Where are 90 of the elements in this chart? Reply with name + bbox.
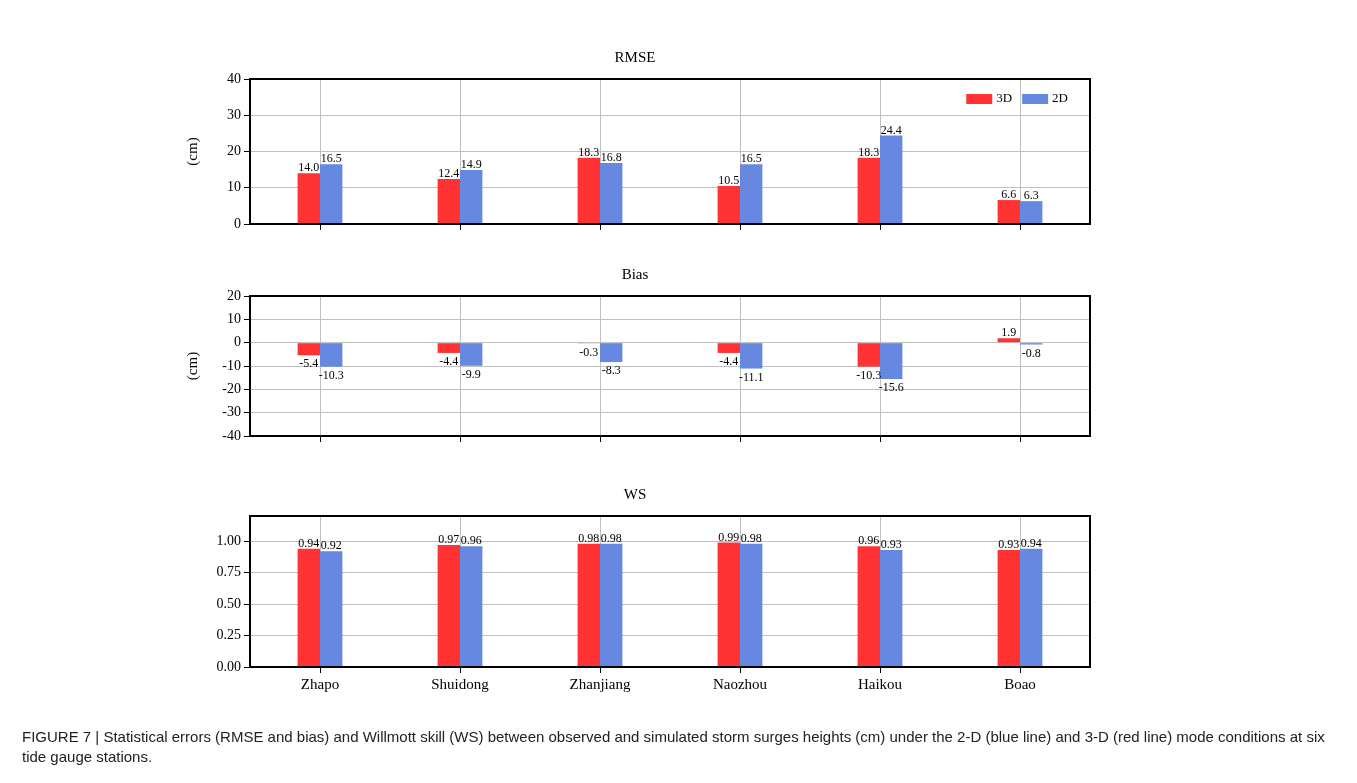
y-tick-label: 0 bbox=[234, 334, 241, 350]
legend-label: 3D bbox=[996, 90, 1013, 106]
data-label: -9.9 bbox=[461, 366, 481, 381]
y-tick-label: -20 bbox=[222, 381, 241, 397]
data-label: 0.98 bbox=[578, 530, 600, 545]
data-label: 0.96 bbox=[858, 533, 880, 548]
y-tick-label: -10 bbox=[222, 357, 241, 373]
bar bbox=[297, 173, 320, 224]
data-label: 16.5 bbox=[320, 151, 342, 166]
chart-title: Bias bbox=[621, 265, 649, 282]
bar bbox=[600, 163, 623, 224]
x-tick-label: Zhapo bbox=[300, 675, 340, 692]
data-label: -11.1 bbox=[738, 369, 764, 384]
data-label: 0.98 bbox=[740, 530, 762, 545]
data-label: 14.0 bbox=[298, 160, 320, 175]
data-label: 16.8 bbox=[600, 150, 622, 165]
data-label: 0.93 bbox=[880, 537, 902, 552]
y-tick-label: 0.00 bbox=[216, 658, 241, 674]
data-label: 0.94 bbox=[1020, 535, 1042, 550]
caption: FIGURE 7 | Statistical errors (RMSE and bias) and Willmott skill (WS) between observed and simulated storm surges heights (cm) under the 2-D (blue line) and 3-D (red line) mode conditions at six tide gauge stations. bbox=[22, 727, 1326, 767]
data-label: 24.4 bbox=[880, 122, 902, 137]
data-label: -4.4 bbox=[439, 354, 459, 369]
bar bbox=[297, 548, 320, 667]
data-label: -4.4 bbox=[719, 354, 739, 369]
legend-label: 2D bbox=[1052, 90, 1068, 106]
data-label: 6.6 bbox=[1001, 187, 1017, 202]
y-tick-label: 40 bbox=[227, 70, 241, 86]
bar bbox=[437, 179, 460, 224]
data-label: 0.98 bbox=[600, 530, 622, 545]
data-label: 0.92 bbox=[320, 538, 342, 553]
x-tick-label: Naozhou bbox=[712, 675, 768, 692]
bar bbox=[880, 135, 903, 224]
data-label: -10.3 bbox=[318, 367, 344, 382]
bar bbox=[997, 200, 1020, 224]
data-label: 0.99 bbox=[718, 529, 740, 544]
data-label: 0.96 bbox=[460, 533, 482, 548]
bar bbox=[1020, 548, 1043, 667]
bar bbox=[857, 157, 880, 224]
data-label: 18.3 bbox=[858, 144, 880, 159]
bar bbox=[437, 544, 460, 667]
data-label: -15.6 bbox=[878, 380, 904, 395]
data-label: 18.3 bbox=[578, 144, 600, 159]
data-label: -5.4 bbox=[299, 356, 319, 371]
data-label: -0.8 bbox=[1021, 345, 1041, 360]
y-axis-title: (cm) bbox=[183, 137, 201, 166]
y-tick-label: 1.00 bbox=[216, 532, 241, 548]
y-tick-label: 20 bbox=[227, 143, 241, 159]
y-tick-label: 10 bbox=[227, 179, 241, 195]
data-label: 0.97 bbox=[438, 532, 460, 547]
x-tick-label: Boao bbox=[1004, 675, 1036, 692]
y-tick-label: 30 bbox=[227, 106, 241, 122]
y-tick-label: 0.25 bbox=[216, 627, 241, 643]
bar bbox=[577, 157, 600, 224]
bar bbox=[857, 546, 880, 667]
bar bbox=[880, 549, 903, 667]
data-label: 0.94 bbox=[298, 535, 320, 550]
data-label: -8.3 bbox=[601, 363, 621, 378]
bar bbox=[717, 542, 740, 667]
bar bbox=[740, 164, 763, 224]
data-label: 6.3 bbox=[1023, 188, 1039, 203]
y-tick-label: 10 bbox=[227, 311, 241, 327]
x-tick-label: Haikou bbox=[857, 675, 903, 692]
x-tick-label: Shuidong bbox=[431, 675, 490, 692]
y-tick-label: 20 bbox=[227, 287, 241, 303]
bar bbox=[460, 546, 483, 667]
data-label: 0.93 bbox=[998, 537, 1020, 552]
bar bbox=[1020, 201, 1043, 224]
y-tick-label: 0 bbox=[234, 215, 241, 231]
y-tick-label: 0.75 bbox=[216, 564, 241, 580]
bar bbox=[997, 549, 1020, 667]
bar bbox=[717, 185, 740, 224]
y-tick-label: 0.50 bbox=[216, 595, 241, 611]
data-label: 1.9 bbox=[1001, 325, 1017, 340]
data-label: 10.5 bbox=[718, 173, 740, 188]
y-tick-label: -30 bbox=[222, 404, 241, 420]
y-axis-title: (cm) bbox=[183, 351, 201, 381]
data-label: 16.5 bbox=[740, 151, 762, 166]
bar bbox=[740, 543, 763, 667]
bar bbox=[320, 551, 343, 667]
data-label: 12.4 bbox=[438, 166, 460, 181]
y-tick-label: -40 bbox=[222, 427, 241, 443]
data-label: 14.9 bbox=[460, 157, 482, 172]
bar bbox=[460, 169, 483, 224]
chart-title: WS bbox=[623, 485, 647, 502]
data-label: -0.3 bbox=[579, 344, 599, 359]
bar bbox=[600, 543, 623, 667]
chart-title: RMSE bbox=[614, 48, 656, 65]
x-tick-label: Zhanjiang bbox=[569, 675, 631, 692]
bar bbox=[320, 164, 343, 224]
bar bbox=[577, 543, 600, 667]
